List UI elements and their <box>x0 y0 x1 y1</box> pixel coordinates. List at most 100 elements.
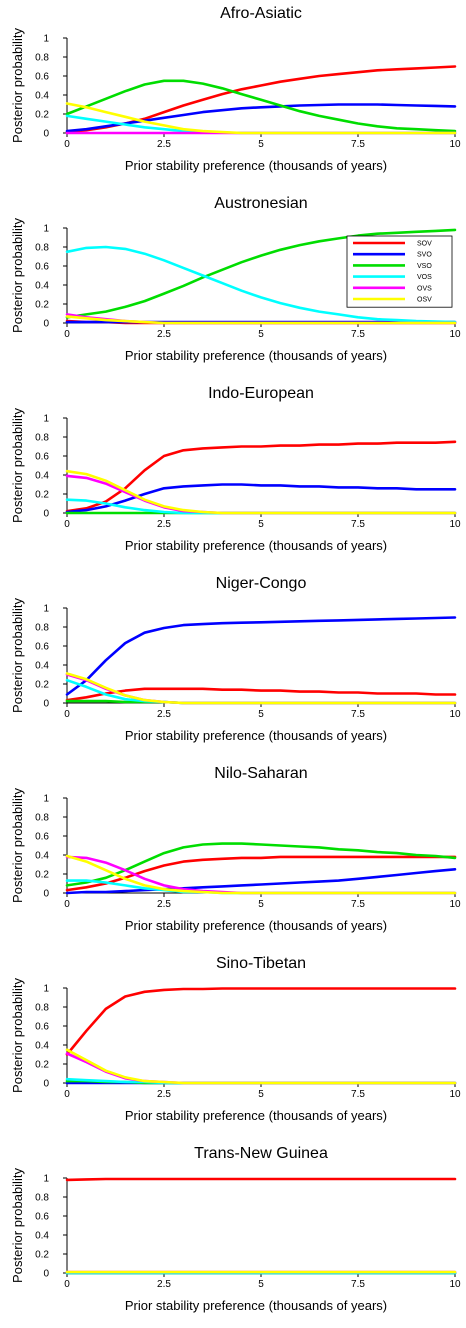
y-tick-label: 0.4 <box>35 1041 49 1052</box>
legend-label-vso: VSO <box>417 263 432 270</box>
x-tick-label: 2.5 <box>157 329 171 340</box>
series-line-osv <box>65 469 457 515</box>
x-tick-label: 0 <box>64 519 70 530</box>
y-axis-label: Posterior probability <box>10 218 25 333</box>
y-axis-label: Posterior probability <box>10 978 25 1093</box>
series-line-vso <box>65 842 457 887</box>
y-tick-label: 1 <box>43 414 49 425</box>
y-tick-label: 1 <box>43 794 49 805</box>
series-line-svo <box>65 483 457 514</box>
y-tick-label: 0.8 <box>35 433 49 444</box>
y-tick-label: 0.6 <box>35 452 49 463</box>
y-tick-label: 1 <box>43 1174 49 1185</box>
series-line-osv <box>65 315 457 325</box>
y-tick-label: 0 <box>43 1079 49 1090</box>
series-line-vos <box>65 245 457 324</box>
y-tick-label: 0.2 <box>35 1060 49 1071</box>
series-line-sov <box>65 687 457 702</box>
x-tick-label: 0 <box>64 139 70 150</box>
x-tick-label: 5 <box>258 899 264 910</box>
y-tick-label: 0.4 <box>35 91 49 102</box>
series-line-svo <box>65 616 457 696</box>
legend-label-svo: SVO <box>417 252 432 259</box>
x-axis-label: Prior stability preference (thousands of… <box>125 348 387 363</box>
x-tick-label: 0 <box>64 1279 70 1290</box>
series-line-vos <box>65 114 457 135</box>
y-axis-label: Posterior probability <box>10 28 25 143</box>
y-tick-label: 0.4 <box>35 1231 49 1242</box>
series-line-sov <box>65 1177 457 1182</box>
legend-label-osv: OSV <box>417 297 432 304</box>
y-tick-label: 0.8 <box>35 53 49 64</box>
y-tick-label: 0.6 <box>35 1212 49 1223</box>
y-tick-label: 0.6 <box>35 262 49 273</box>
chart-title: Austronesian <box>214 195 307 212</box>
x-tick-label: 7.5 <box>351 519 365 530</box>
series-line-osv <box>65 672 457 705</box>
x-tick-label: 5 <box>258 519 264 530</box>
y-tick-label: 0.8 <box>35 1193 49 1204</box>
chart-title: Trans-New Guinea <box>194 1145 328 1162</box>
chart-title: Indo-European <box>208 385 314 402</box>
y-tick-label: 0.8 <box>35 623 49 634</box>
series-line-svo <box>65 867 457 895</box>
y-tick-label: 0.4 <box>35 281 49 292</box>
y-tick-label: 1 <box>43 984 49 995</box>
x-tick-label: 0 <box>64 1089 70 1100</box>
x-tick-label: 2.5 <box>157 899 171 910</box>
x-tick-label: 10 <box>449 329 461 340</box>
x-tick-label: 5 <box>258 709 264 720</box>
legend-label-sov: SOV <box>417 241 432 248</box>
y-tick-label: 0 <box>43 319 49 330</box>
series-line-osv <box>65 854 457 895</box>
legend-box <box>346 235 453 308</box>
y-tick-label: 1 <box>43 604 49 615</box>
x-tick-label: 5 <box>258 1089 264 1100</box>
x-tick-label: 7.5 <box>351 329 365 340</box>
chart-title: Nilo-Saharan <box>214 765 307 782</box>
y-tick-label: 0.4 <box>35 661 49 672</box>
x-tick-label: 5 <box>258 1279 264 1290</box>
x-tick-label: 5 <box>258 139 264 150</box>
x-axis-label: Prior stability preference (thousands of… <box>125 158 387 173</box>
chart-title: Sino-Tibetan <box>216 955 306 972</box>
y-tick-label: 0.6 <box>35 832 49 843</box>
x-tick-label: 2.5 <box>157 709 171 720</box>
y-tick-label: 0.8 <box>35 1003 49 1014</box>
series-line-osv <box>65 102 457 135</box>
y-tick-label: 0.2 <box>35 1250 49 1261</box>
y-tick-label: 0 <box>43 509 49 520</box>
chart-title: Niger-Congo <box>216 575 307 592</box>
x-tick-label: 10 <box>449 1089 461 1100</box>
y-tick-label: 0.2 <box>35 680 49 691</box>
y-tick-label: 0.6 <box>35 1022 49 1033</box>
series-line-sov <box>65 440 457 513</box>
x-tick-label: 7.5 <box>351 709 365 720</box>
x-tick-label: 0 <box>64 709 70 720</box>
y-tick-label: 0.6 <box>35 72 49 83</box>
x-tick-label: 10 <box>449 1279 461 1290</box>
legend-label-vos: VOS <box>417 274 432 281</box>
y-tick-label: 0 <box>43 699 49 710</box>
x-tick-label: 10 <box>449 519 461 530</box>
y-tick-label: 0 <box>43 889 49 900</box>
series-line-osv <box>65 1048 457 1085</box>
series-line-vso <box>65 228 457 319</box>
x-axis-label: Prior stability preference (thousands of… <box>125 728 387 743</box>
y-tick-label: 0.8 <box>35 813 49 824</box>
x-axis-label: Prior stability preference (thousands of… <box>125 1298 387 1313</box>
x-tick-label: 2.5 <box>157 1279 171 1290</box>
y-tick-label: 0.2 <box>35 110 49 121</box>
x-tick-label: 2.5 <box>157 1089 171 1100</box>
y-tick-label: 0.4 <box>35 851 49 862</box>
series-line-sov <box>65 855 457 892</box>
x-tick-label: 0 <box>64 899 70 910</box>
